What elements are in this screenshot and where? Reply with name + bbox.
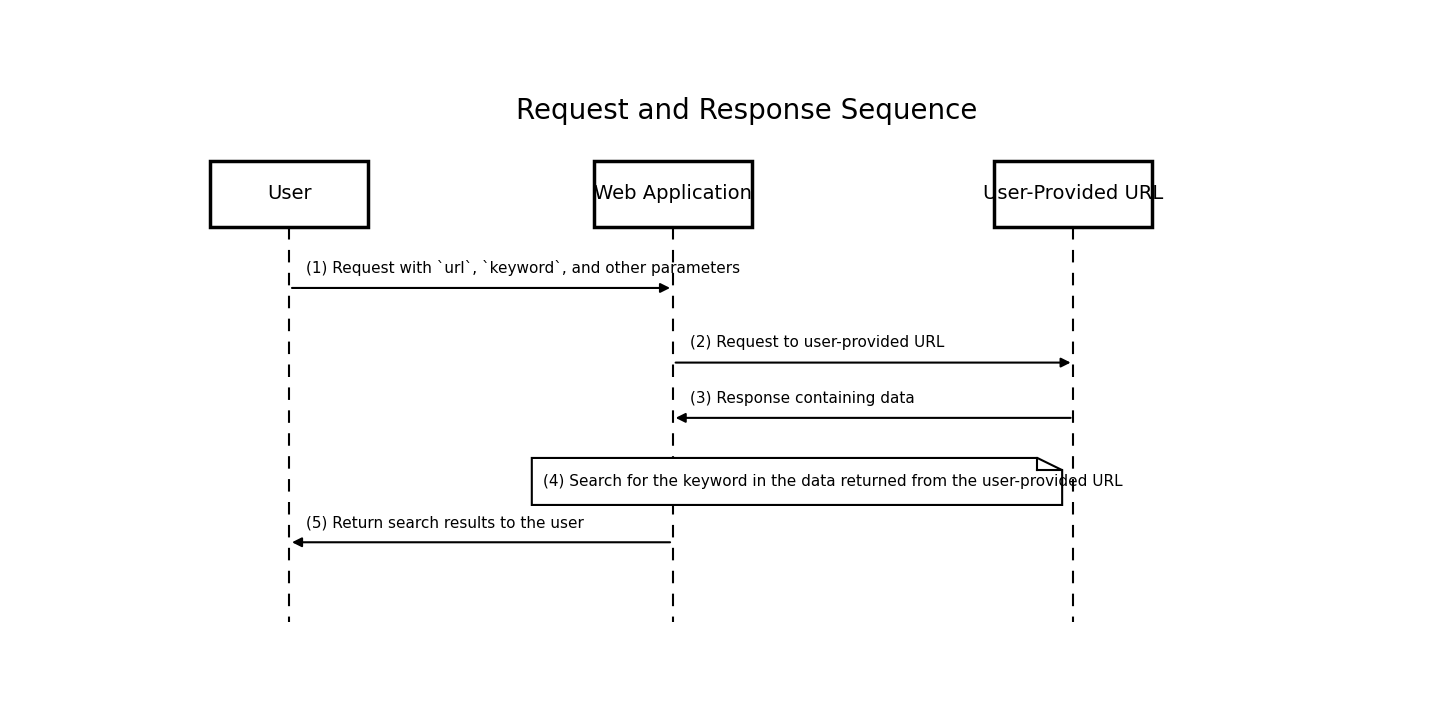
Text: User: User [266,185,312,203]
Text: (2) Request to user-provided URL: (2) Request to user-provided URL [690,335,943,350]
Bar [594,161,751,227]
Text: User-Provided URL: User-Provided URL [983,185,1163,203]
Text: (1) Request with `url`, `keyword`, and other parameters: (1) Request with `url`, `keyword`, and o… [306,260,740,276]
Text: (4) Search for the keyword in the data returned from the user-provided URL: (4) Search for the keyword in the data r… [543,474,1123,489]
Text: Web Application: Web Application [594,185,751,203]
Bar [994,161,1153,227]
Polygon shape [531,458,1063,505]
Text: (3) Response containing data: (3) Response containing data [690,391,914,406]
Text: Request and Response Sequence: Request and Response Sequence [515,97,977,125]
Text: (5) Return search results to the user: (5) Return search results to the user [306,515,584,530]
Bar [210,161,368,227]
